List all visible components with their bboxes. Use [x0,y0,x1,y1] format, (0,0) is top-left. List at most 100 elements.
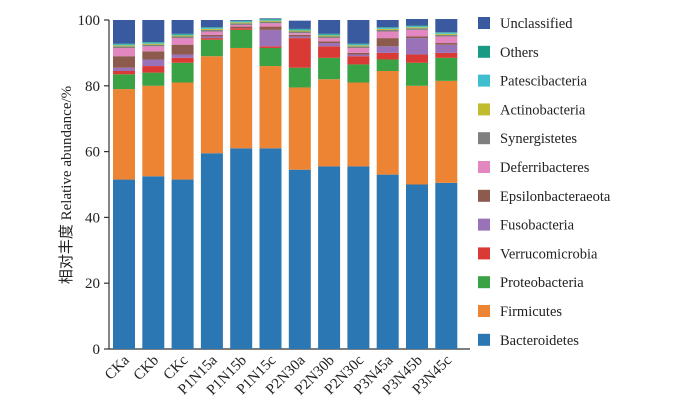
legend-swatch [478,74,490,87]
bar-segment-firmicutes [142,85,165,177]
bar-group [171,20,194,349]
bar-segment-unclassified [288,20,311,29]
bar-segment-synergistetes [318,36,341,39]
bar-segment-actinobacteria [435,33,458,35]
legend: Unclassified Others Patescibacteria Actinob… [478,16,611,349]
bar-segment-verrucomicrobia [435,52,458,58]
bar-segment-epsilonbacteraeota [318,41,341,44]
bar-segment-actinobacteria [347,45,370,47]
bar-group [376,20,399,349]
bar-segment-deferribacteres [376,31,399,39]
bar-segment-others [288,28,311,30]
legend-swatch [478,218,490,231]
bar-segment-epsilonbacteraeota [113,56,135,68]
legend-label: Deferribacteres [500,160,590,176]
legend-item: Patescibacteria [478,74,588,90]
bar-segment-proteobacteria [142,72,165,86]
bar-segment-others [259,19,282,20]
y-tick-label: 80 [85,79,100,95]
bar-segment-epsilonbacteraeota [142,51,165,60]
bar-segment-proteobacteria [200,39,223,57]
legend-item: Actinobacteria [478,102,586,118]
bar-segment-synergistetes [347,46,370,48]
bar-segment-deferribacteres [171,38,194,45]
bar-segment-patescibacteria [288,29,311,31]
bar-segment-patescibacteria [171,34,194,36]
bar-segment-patescibacteria [406,26,428,28]
bar-group [113,20,135,349]
bar-segment-verrucomicrobia [113,70,135,75]
bar-segment-bacteroidetes [406,184,428,349]
legend-item: Bacteroidetes [478,333,579,349]
bar-segment-epsilonbacteraeota [347,52,370,55]
bar-segment-others [200,27,223,28]
bar-segment-deferribacteres [259,23,282,27]
bar-segment-proteobacteria [230,29,253,48]
bar-segment-bacteroidetes [347,166,370,349]
bar-segment-verrucomicrobia [288,38,311,68]
legend-label: Epsilonbacteraeota [500,189,611,205]
bar-segment-others [142,42,165,43]
legend-swatch [478,132,490,145]
bar-segment-patescibacteria [347,44,370,46]
bar-segment-firmicutes [259,66,282,149]
bar-segment-fusobacteria [318,43,341,47]
x-tick-label: CKa [102,352,133,383]
bar-segment-proteobacteria [376,59,399,71]
bar-segment-firmicutes [200,56,223,154]
bar-segment-bacteroidetes [230,148,253,349]
bar-segment-proteobacteria [113,74,135,90]
bar-segment-synergistetes [376,29,399,32]
bar-segment-bacteroidetes [113,179,135,349]
legend-label: Firmicutes [500,304,562,320]
bar-segment-deferribacteres [200,31,223,35]
bar-segment-unclassified [435,19,458,33]
bar-segment-epsilonbacteraeota [259,26,282,30]
bar-segment-unclassified [113,20,135,44]
bar-segment-proteobacteria [288,67,311,88]
bar-group [230,20,253,349]
bar-segment-actinobacteria [142,43,165,45]
bar-segment-fusobacteria [142,59,165,67]
legend-item: Synergistetes [478,131,577,147]
legend-item: Firmicutes [478,304,562,320]
bar-segment-synergistetes [230,23,253,25]
bar-segment-patescibacteria [318,34,341,36]
bar-segment-synergistetes [435,34,458,37]
legend-item: Proteobacteria [478,275,584,291]
bar-segment-firmicutes [318,79,341,167]
bar-segment-firmicutes [288,87,311,170]
bar-segment-deferribacteres [406,29,428,37]
bar-segment-bacteroidetes [200,153,223,349]
bar-segment-verrucomicrobia [230,28,253,30]
bar-segment-fusobacteria [435,44,458,53]
legend-label: Synergistetes [500,131,577,147]
bar-segment-others [406,25,428,27]
legend-swatch [478,333,490,346]
legend-swatch [478,161,490,173]
bar-segment-actinobacteria [113,45,135,47]
bar-segment-epsilonbacteraeota [171,44,194,55]
bar-segment-epsilonbacteraeota [435,43,458,45]
bar-group [406,19,428,349]
bar-segment-others [347,43,370,45]
legend-item: Unclassified [478,16,573,32]
bar-segment-fusobacteria [347,54,370,57]
bar-segment-unclassified [406,19,428,26]
bar-segment-firmicutes [347,82,370,167]
bar-group [288,20,311,349]
bar-segment-deferribacteres [435,36,458,44]
bar-segment-proteobacteria [347,64,370,83]
bar-segment-actinobacteria [318,35,341,37]
bar-segment-patescibacteria [259,19,282,21]
bar-segment-verrucomicrobia [318,46,341,58]
bar-segment-actinobacteria [259,20,282,22]
bar-group [142,20,165,349]
bar-group [259,18,282,349]
bar-segment-patescibacteria [200,27,223,29]
y-tick-label: 60 [85,145,100,161]
bar-segment-synergistetes [259,21,282,24]
bar-segment-actinobacteria [171,35,194,37]
bar-segment-actinobacteria [288,30,311,32]
bar-segment-epsilonbacteraeota [376,38,399,47]
